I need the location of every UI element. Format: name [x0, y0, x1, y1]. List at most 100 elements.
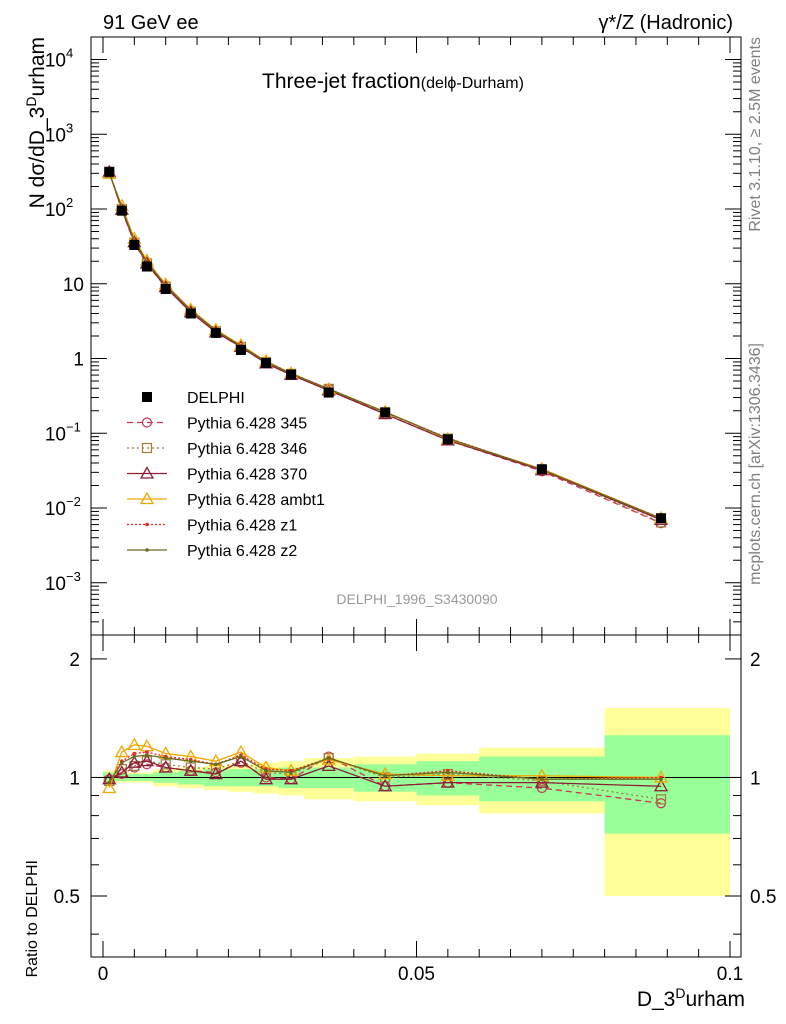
data-point	[380, 407, 391, 418]
header-left-label: 91 GeV ee	[103, 12, 199, 34]
data-point	[286, 369, 297, 380]
y-tick-label-bottom-right: 0.5	[750, 887, 776, 908]
y-tick-label-top: 10	[45, 51, 66, 72]
series-ratio-point	[107, 780, 112, 785]
x-axis-label-sup: D	[675, 985, 685, 1001]
chart-title-sub-prefix: (del	[421, 75, 448, 92]
analysis-label: DELPHI_1996_S3430090	[336, 591, 497, 607]
y-axis-label-top: N dσ/dD_3Durham	[23, 37, 49, 208]
legend-marker	[139, 491, 155, 505]
legend-label: DELPHI	[187, 390, 245, 407]
series-ratio-point	[446, 770, 450, 775]
series-ratio-point	[114, 765, 129, 778]
y-tick-label-top: 10	[45, 574, 66, 595]
series-ratio-line	[108, 760, 662, 787]
series-ratio-point	[283, 763, 299, 776]
series-ratio-2	[102, 753, 669, 792]
series-ratio-5	[107, 753, 663, 785]
data-point	[141, 261, 152, 272]
x-tick-label: 0	[98, 964, 109, 985]
y-tick-label-top: 10	[63, 275, 84, 296]
mcplots-label: mcplots.cern.ch [arXiv:1306.3436]	[747, 343, 764, 585]
rivet-label: Rivet 3.1.10, ≥ 2.5M events	[747, 37, 764, 232]
y-tick-label-top-exp: 3	[66, 120, 73, 135]
series-ratio-point	[132, 754, 137, 759]
legend-marker	[141, 442, 153, 454]
series-ratio-point	[139, 753, 155, 767]
series-ratio-point	[326, 756, 331, 760]
series-ratio-point	[536, 782, 548, 794]
series-ratio-point	[653, 770, 669, 783]
legend-entry-0: DELPHI	[142, 390, 245, 407]
y-tick-label-bottom-right: 2	[750, 650, 761, 671]
data-point	[536, 464, 547, 475]
legend-label: Pythia 6.428 345	[187, 416, 307, 433]
series-ratio-point	[258, 771, 274, 785]
legend-entry-1: Pythia 6.428 345	[127, 416, 307, 433]
y-tick-label-top-exp: −2	[66, 494, 81, 509]
series-ratio-point	[378, 778, 393, 792]
y-tick-label-top-exp: 2	[66, 195, 73, 210]
series-ratio-point	[233, 753, 249, 767]
x-axis-label-suffix: urham	[685, 988, 745, 1011]
y-tick-label-top: 10	[45, 200, 66, 221]
data-point	[656, 513, 667, 524]
series-ratio-point	[158, 760, 173, 773]
data-point	[185, 308, 196, 319]
data-point	[235, 344, 246, 355]
data-point	[442, 434, 453, 445]
legend-label: Pythia 6.428 ambt1	[187, 492, 325, 509]
data-points	[104, 166, 667, 524]
series-ratio-point	[183, 763, 198, 776]
series-ratio-point	[127, 737, 142, 750]
y-tick-label-top: 10	[45, 125, 66, 146]
data-point	[210, 327, 221, 338]
chart-title-main: Three-jet fraction	[262, 70, 421, 93]
legend-label: Pythia 6.428 346	[187, 441, 307, 458]
legend: DELPHI Pythia 6.428 345 Pythia 6.428 346 Py…	[127, 390, 325, 560]
series-ratio-point	[283, 771, 299, 785]
series-ratio-point	[102, 780, 117, 794]
legend-marker	[145, 548, 149, 552]
header-right-label: γ*/Z (Hadronic)	[599, 12, 733, 34]
series-ratio-point	[440, 768, 455, 781]
y-tick-label-bottom-left: 2	[69, 650, 80, 671]
data-point	[129, 239, 140, 250]
y-axis-label-top-main: N dσ/dD_3	[26, 107, 49, 209]
y-axis-label-top-suffix: urham	[26, 37, 49, 97]
chart-title: Three-jet fraction(delϕ-Durham)	[262, 70, 524, 93]
series-ratio-point	[440, 775, 455, 788]
series-ratio-point	[653, 778, 669, 792]
uncertainty-bands	[91, 708, 741, 896]
series-ratio-point	[114, 744, 129, 758]
series-ratio-point	[127, 755, 142, 768]
series-ratio-point	[185, 762, 196, 773]
series-ratio-point	[208, 766, 223, 780]
y-tick-label-top: 10	[45, 424, 66, 445]
y-tick-label-top-exp: −3	[66, 569, 81, 584]
series-ratio-point	[163, 756, 168, 760]
y-tick-label-top: 10	[45, 499, 66, 520]
data-point	[116, 205, 127, 216]
ratio-panel-series	[102, 737, 669, 809]
legend-label: Pythia 6.428 z2	[187, 543, 297, 560]
x-tick-label: 0.1	[717, 964, 743, 985]
series-ratio-point	[132, 751, 137, 756]
legend-marker	[141, 417, 153, 428]
y-tick-label-bottom-right: 1	[750, 768, 761, 789]
legend-entry-2: Pythia 6.428 346	[127, 441, 307, 458]
series-ratio-point	[214, 762, 218, 767]
top-panel-series	[102, 164, 669, 529]
series-ratio-point	[188, 759, 193, 763]
data-point	[261, 358, 272, 369]
data-point	[323, 387, 334, 398]
series-ratio-point	[120, 760, 124, 765]
band-inner-bin	[604, 735, 730, 834]
series-ratio-point	[145, 753, 149, 757]
series-ratio-point	[540, 777, 544, 781]
series-ratio-point	[289, 770, 293, 775]
series-ratio-point	[534, 775, 550, 788]
series-ratio-point	[655, 794, 667, 805]
series-ratio-point	[264, 768, 268, 773]
